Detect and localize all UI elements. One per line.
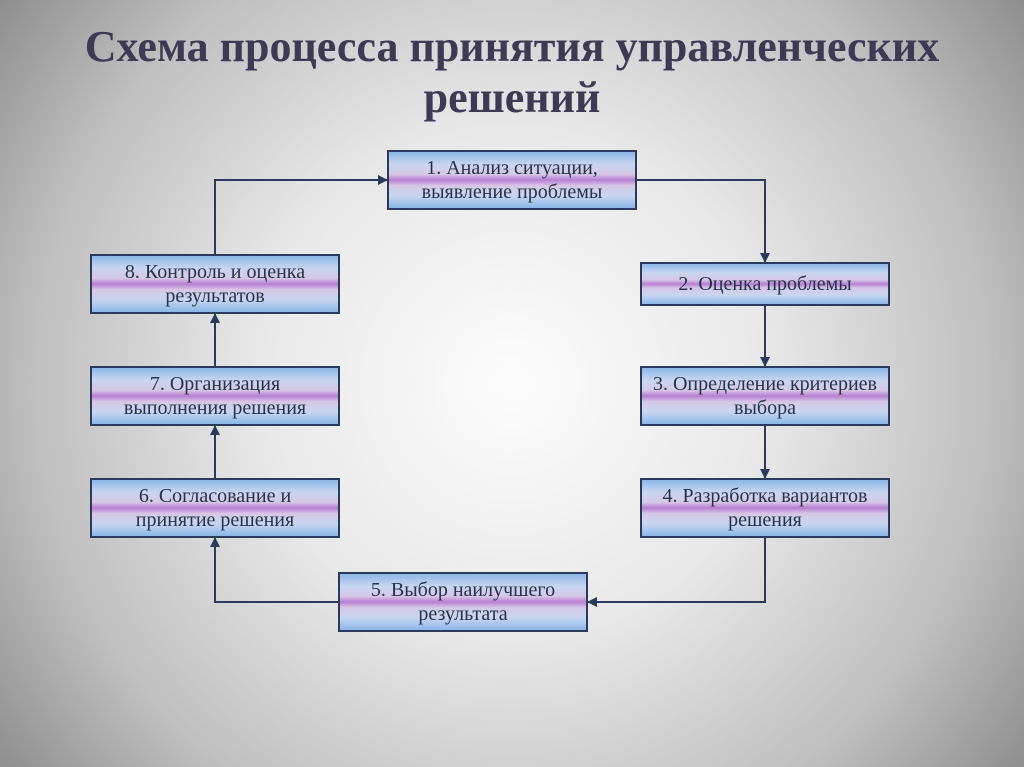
flow-edge-7 [215,180,387,254]
flow-edge-3 [588,538,765,602]
flow-node-n1: 1. Анализ ситуации, выявление проблемы [387,150,637,210]
flow-node-label: 2. Оценка проблемы [678,272,851,296]
flow-node-label: 7. Организация выполнения решения [98,372,332,420]
flow-edge-0 [637,180,765,262]
flow-node-n2: 2. Оценка проблемы [640,262,890,306]
diagram-canvas: 1. Анализ ситуации, выявление проблемы 2.… [0,0,1024,767]
flow-node-n3: 3. Определение критериев выбора [640,366,890,426]
flow-node-n4: 4. Разработка вариантов решения [640,478,890,538]
flow-node-label: 4. Разработка вариантов решения [648,484,882,532]
flow-node-label: 6. Согласование и принятие решения [98,484,332,532]
flow-node-n5: 5. Выбор наилучшего результата [338,572,588,632]
flow-node-label: 1. Анализ ситуации, выявление проблемы [395,156,629,204]
flow-node-label: 8. Контроль и оценка результатов [98,260,332,308]
flow-edge-4 [215,538,338,602]
flow-node-label: 3. Определение критериев выбора [648,372,882,420]
flow-node-n7: 7. Организация выполнения решения [90,366,340,426]
flow-node-n6: 6. Согласование и принятие решения [90,478,340,538]
flow-node-label: 5. Выбор наилучшего результата [346,578,580,626]
flow-node-n8: 8. Контроль и оценка результатов [90,254,340,314]
